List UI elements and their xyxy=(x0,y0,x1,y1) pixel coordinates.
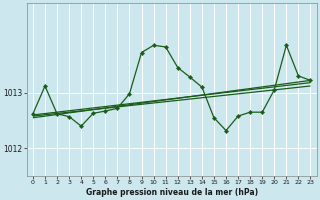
X-axis label: Graphe pression niveau de la mer (hPa): Graphe pression niveau de la mer (hPa) xyxy=(86,188,258,197)
